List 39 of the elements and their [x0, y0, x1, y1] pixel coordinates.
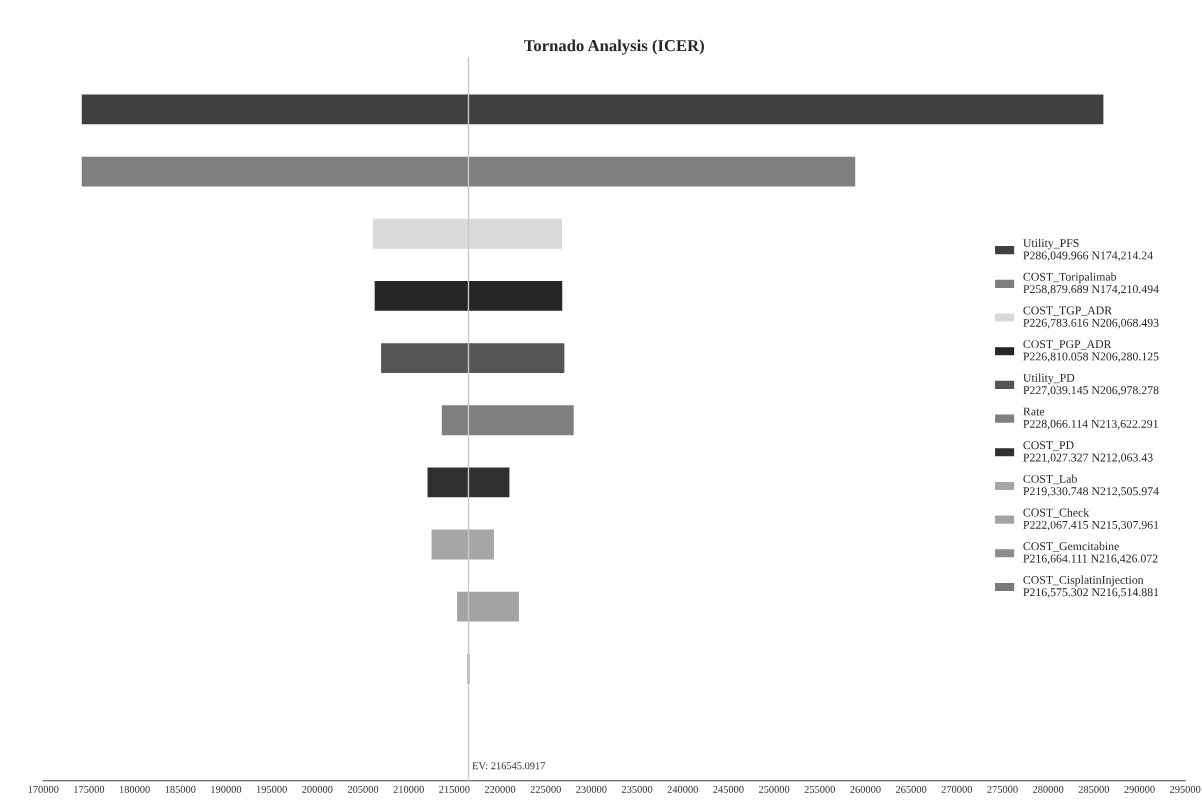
- x-tick-label: 250000: [758, 785, 790, 793]
- legend-label: COST_Toripalimab P258,879.689 N174,210.494: [1023, 272, 1159, 295]
- x-tick-label: 220000: [484, 785, 516, 793]
- x-tick-label: 185000: [165, 785, 196, 793]
- legend-label: COST_PGP_ADR P226,810.058 N206,280.125: [1023, 340, 1159, 363]
- legend-label: Utility_PD P227,039.145 N206,978.278: [1023, 373, 1159, 396]
- x-tick-label: 210000: [393, 785, 424, 793]
- x-tick-label: 280000: [1032, 785, 1064, 793]
- x-tick-label: 180000: [119, 785, 150, 793]
- x-tick-label: 275000: [987, 785, 1018, 793]
- x-tick-label: 245000: [713, 785, 744, 793]
- x-tick-label: 295000: [1170, 785, 1201, 793]
- ref-line-label: EV: 216545.0917: [472, 762, 546, 770]
- legend-label: COST_TGP_ADR P226,783.616 N206,068.493: [1023, 306, 1159, 329]
- x-tick-label: 200000: [302, 785, 333, 793]
- legend-label: COST_PD P221,027.327 N212,063.43: [1023, 441, 1153, 464]
- legend-label: Rate P228,066.114 N213,622.291: [1023, 407, 1158, 430]
- x-tick-label: 170000: [28, 785, 59, 793]
- legend-label: COST_Gemcitabine P216,664.111 N216,426.072: [1023, 541, 1158, 565]
- legend-label: COST_CisplatinInjection P216,575.302 N216,514.881: [1023, 575, 1159, 598]
- x-tick-label: 235000: [621, 785, 653, 793]
- x-tick-label: 225000: [530, 785, 561, 793]
- legend-label: COST_Lab P219,330.748 N212,505.974: [1023, 474, 1159, 497]
- x-tick-label: 255000: [804, 785, 835, 793]
- legend-label: COST_Check P222,067.415 N215,307.961: [1023, 508, 1159, 531]
- x-tick-label: 175000: [74, 785, 105, 793]
- x-tick-label: 290000: [1124, 785, 1155, 793]
- x-tick-label: 215000: [439, 785, 470, 793]
- x-tick-label: 260000: [850, 785, 881, 793]
- x-tick-label: 190000: [211, 785, 242, 793]
- x-tick-label: 195000: [256, 785, 287, 793]
- x-tick-label: 205000: [347, 785, 379, 793]
- x-tick-label: 230000: [576, 785, 607, 793]
- legend-label: Utility_PFS P286,049.966 N174,214.24: [1023, 238, 1153, 262]
- chart-title: Tornado Analysis (ICER): [524, 39, 704, 55]
- x-tick-label: 285000: [1078, 785, 1110, 793]
- x-tick-label: 270000: [941, 785, 973, 793]
- x-tick-label: 265000: [895, 785, 927, 793]
- x-tick-label: 240000: [667, 785, 698, 793]
